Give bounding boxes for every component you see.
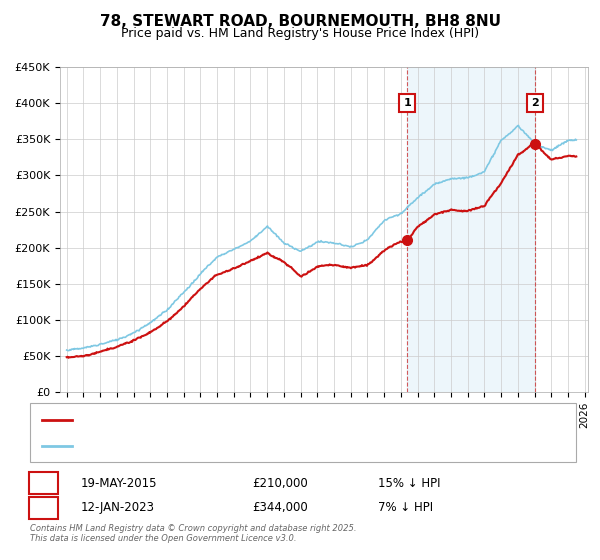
Text: Price paid vs. HM Land Registry's House Price Index (HPI): Price paid vs. HM Land Registry's House …: [121, 27, 479, 40]
Text: 7% ↓ HPI: 7% ↓ HPI: [378, 501, 433, 515]
Text: 1: 1: [403, 99, 411, 108]
Text: 2: 2: [532, 99, 539, 108]
Text: 15% ↓ HPI: 15% ↓ HPI: [378, 477, 440, 490]
Text: 78, STEWART ROAD, BOURNEMOUTH, BH8 8NU (semi-detached house): 78, STEWART ROAD, BOURNEMOUTH, BH8 8NU (…: [81, 414, 449, 424]
Text: 19-MAY-2015: 19-MAY-2015: [81, 477, 157, 490]
Text: £210,000: £210,000: [252, 477, 308, 490]
Text: 78, STEWART ROAD, BOURNEMOUTH, BH8 8NU: 78, STEWART ROAD, BOURNEMOUTH, BH8 8NU: [100, 14, 500, 29]
Text: HPI: Average price, semi-detached house, Bournemouth Christchurch and Poole: HPI: Average price, semi-detached house,…: [81, 441, 498, 451]
Text: Contains HM Land Registry data © Crown copyright and database right 2025.: Contains HM Land Registry data © Crown c…: [30, 524, 356, 533]
Bar: [407, 67, 535, 392]
Text: 2: 2: [39, 501, 48, 515]
Text: This data is licensed under the Open Government Licence v3.0.: This data is licensed under the Open Gov…: [30, 534, 296, 543]
Text: 1: 1: [39, 477, 48, 490]
Text: £344,000: £344,000: [252, 501, 308, 515]
Text: 12-JAN-2023: 12-JAN-2023: [81, 501, 155, 515]
